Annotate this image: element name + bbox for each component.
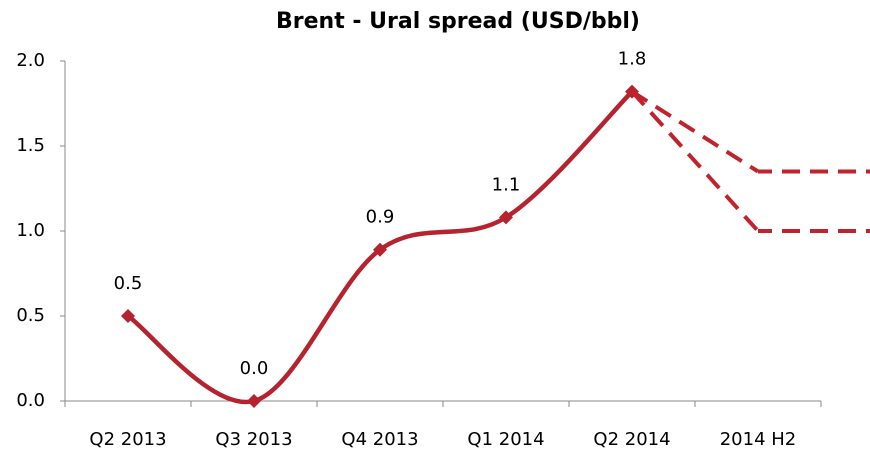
x-tick-label: 2014 H2 — [720, 429, 797, 450]
x-tick-label: Q2 2014 — [593, 429, 670, 450]
y-tick-label: 1.5 — [16, 135, 45, 156]
marker — [499, 210, 513, 225]
forecast-line — [630, 90, 760, 233]
data-label: 0.5 — [114, 273, 143, 294]
marker — [373, 242, 387, 257]
x-tick-label: Q4 2013 — [341, 429, 418, 450]
x-tick-label: Q3 2013 — [215, 429, 292, 450]
y-tick-label: 2.0 — [16, 50, 45, 71]
marker — [121, 309, 135, 323]
y-tick-label: 0.5 — [16, 305, 45, 326]
data-label: 0.9 — [366, 207, 395, 228]
data-label: 1.1 — [492, 174, 521, 195]
chart-title: Brent - Ural spread (USD/bbl) — [276, 9, 640, 34]
marker — [247, 394, 261, 408]
data-label: 1.8 — [618, 49, 647, 70]
data-label: 0.0 — [240, 358, 269, 379]
forecast-line — [630, 89, 760, 174]
y-tick-label: 1.0 — [16, 220, 45, 241]
y-tick-label: 0.0 — [16, 390, 45, 411]
x-tick-label: Q1 2014 — [467, 429, 544, 450]
x-tick-label: Q2 2013 — [89, 429, 166, 450]
